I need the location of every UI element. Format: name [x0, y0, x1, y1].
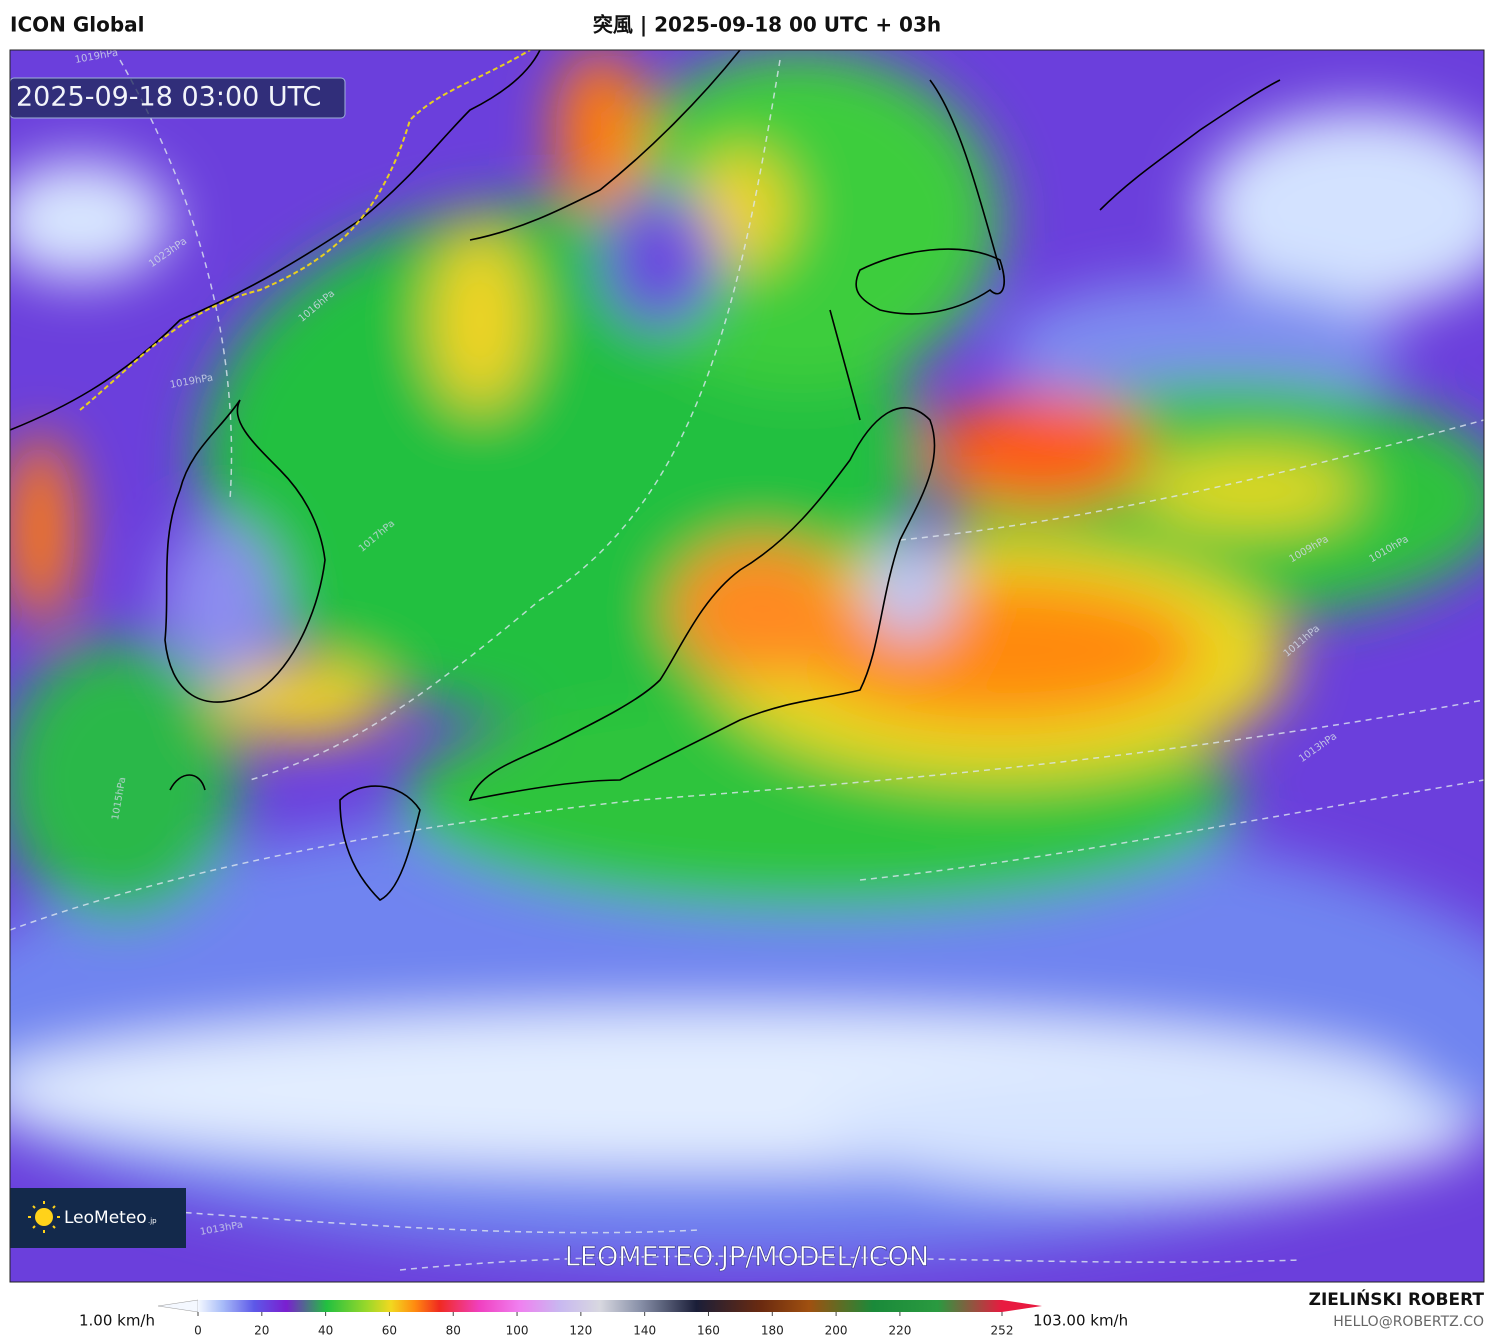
map-frame — [9, 49, 1485, 1283]
colorbar-tick-label: 20 — [254, 1324, 269, 1338]
colorbar-tick-label: 140 — [633, 1324, 656, 1338]
watermark: LEOMETEO.JP/MODEL/ICON — [565, 1242, 929, 1273]
colorbar-tick-label: 252 — [991, 1324, 1014, 1338]
colorbar-tick-label: 160 — [697, 1324, 720, 1338]
colorbar-min-label: 1.00 km/h — [79, 1312, 155, 1330]
colorbar-tick-label: 0 — [194, 1324, 202, 1338]
colorbar-tick-label: 60 — [382, 1324, 397, 1338]
colorbar-tick-label: 100 — [506, 1324, 529, 1338]
colorbar-max-label: 103.00 km/h — [1033, 1312, 1128, 1330]
author: ZIELIŃSKI ROBERT — [1309, 1288, 1485, 1310]
isobars — [10, 59, 1484, 1271]
colorbar-ticks: 0 20 40 60 80 100 120 140 160 180 200 220 252 — [194, 1312, 1013, 1338]
colorbar-tick-label: 120 — [569, 1324, 592, 1338]
colorbar-tick-label: 40 — [318, 1324, 333, 1338]
colorbar-arrow-left — [157, 1299, 199, 1313]
valid-time: 2025-09-18 03:00 UTC — [16, 82, 321, 113]
colorbar-tick-label: 180 — [761, 1324, 784, 1338]
time-badge — [10, 77, 346, 119]
model-name: ICON Global — [10, 13, 145, 37]
border-line — [79, 50, 531, 411]
logo-name: LeoMeteo — [64, 1208, 147, 1228]
colorbar-tick-label: 220 — [888, 1324, 911, 1338]
logo-rays — [28, 1201, 60, 1233]
colorbar-tick-label: 80 — [446, 1324, 461, 1338]
map-title: 突風 | 2025-09-18 00 UTC + 03h — [593, 13, 941, 37]
colorbar — [198, 1300, 1002, 1312]
colorbar-tick-label: 200 — [825, 1324, 848, 1338]
logo-suffix: .jp — [148, 1217, 157, 1225]
logo-sun — [35, 1208, 53, 1226]
map: 1019hPa1023hPa1016hPa1019hPa1017hPa1015h… — [10, 50, 1484, 1282]
coastlines — [10, 50, 1281, 901]
wind-field — [10, 50, 1484, 1260]
email: HELLO@ROBERTZ.CO — [1333, 1314, 1484, 1330]
colorbar-arrow-right — [1002, 1300, 1042, 1312]
